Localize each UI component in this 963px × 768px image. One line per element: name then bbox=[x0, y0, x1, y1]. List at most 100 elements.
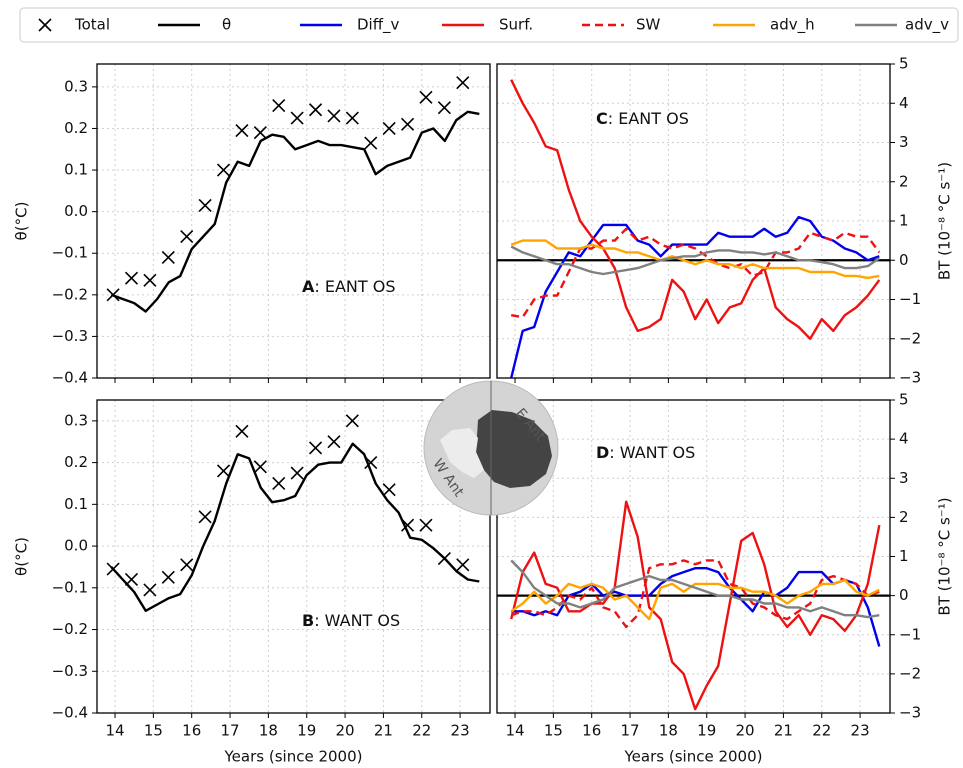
y-tick-label: 0.2 bbox=[64, 453, 88, 471]
total-marker bbox=[235, 123, 249, 138]
y-axis-label: BT (10⁻⁸ °C s⁻¹) bbox=[936, 162, 954, 280]
total-marker bbox=[308, 441, 323, 455]
axes-frame bbox=[96, 63, 491, 379]
x-tick-label: 16 bbox=[582, 722, 601, 740]
panel-region: : EANT OS bbox=[314, 277, 395, 296]
panel-annotation: C: EANT OS bbox=[596, 109, 689, 128]
y-tick-label: 0.0 bbox=[64, 202, 88, 220]
x-tick-label: 14 bbox=[105, 722, 124, 740]
y-tick-label: −0.1 bbox=[52, 244, 88, 262]
y-axis-label: θ(°C) bbox=[13, 202, 31, 241]
x-tick-label: 19 bbox=[697, 722, 716, 740]
x-tick-label: 20 bbox=[336, 722, 355, 740]
total-marker bbox=[161, 570, 175, 584]
panel-letter: B bbox=[302, 611, 314, 630]
total-marker bbox=[180, 230, 194, 244]
y-tick-label: −0.3 bbox=[52, 327, 88, 345]
y-tick-label: −0.4 bbox=[52, 704, 88, 722]
y-tick-label: 0.3 bbox=[64, 411, 88, 429]
y-tick-label: 0 bbox=[899, 251, 909, 269]
west-antarctica bbox=[440, 428, 484, 478]
y-tick-label: 4 bbox=[899, 430, 909, 448]
panels: 0.30.20.10.0−0.1−0.2−0.3−0.4θ(°C)A: EANT… bbox=[13, 55, 954, 766]
y-tick-label: 0.1 bbox=[64, 495, 88, 513]
y-tick-label: 0.3 bbox=[64, 77, 88, 95]
x-tick-label: 17 bbox=[220, 722, 239, 740]
x-tick-label: 16 bbox=[182, 722, 201, 740]
total-marker bbox=[456, 76, 470, 90]
total-marker bbox=[401, 117, 415, 131]
series-line bbox=[510, 559, 880, 629]
y-tick-label: −0.2 bbox=[52, 285, 88, 303]
axes-frame bbox=[96, 399, 491, 714]
x-axis-label: Years (since 2000) bbox=[624, 748, 763, 766]
plot-area bbox=[497, 500, 890, 711]
series-line bbox=[511, 567, 881, 647]
panel-annotation: B: WANT OS bbox=[302, 611, 400, 630]
total-marker bbox=[290, 111, 304, 125]
y-tick-label: −0.4 bbox=[52, 369, 88, 387]
x-tick-label: 18 bbox=[259, 722, 278, 740]
y-tick-label: 2 bbox=[899, 508, 909, 526]
series-line bbox=[510, 500, 881, 711]
series-line bbox=[510, 215, 880, 378]
y-tick-label: −1 bbox=[899, 625, 921, 643]
series-line bbox=[510, 79, 881, 340]
total-marker bbox=[235, 424, 249, 438]
total-marker bbox=[382, 483, 396, 497]
legend-label: θ bbox=[222, 16, 231, 34]
y-tick-label: 0 bbox=[899, 586, 909, 604]
total-marker bbox=[345, 414, 359, 428]
x-tick-label: 23 bbox=[451, 722, 470, 740]
legend-label: adv_h bbox=[770, 16, 815, 35]
legend-label: SW bbox=[636, 16, 661, 34]
total-marker bbox=[290, 466, 304, 480]
total-marker bbox=[272, 99, 286, 113]
y-tick-label: 1 bbox=[899, 547, 909, 565]
x-tick-label: 21 bbox=[774, 722, 793, 740]
panel-annotation: A: EANT OS bbox=[302, 277, 396, 296]
y-tick-label: −2 bbox=[899, 664, 921, 682]
y-tick-label: 5 bbox=[899, 55, 909, 73]
y-tick-label: −0.2 bbox=[52, 620, 88, 638]
legend: Total θ Diff_v Surf. SW adv_h adv_v bbox=[38, 16, 949, 35]
total-marker bbox=[345, 111, 359, 125]
y-tick-label: −3 bbox=[899, 704, 921, 722]
plot-area bbox=[106, 76, 480, 313]
total-marker bbox=[437, 101, 451, 115]
panel-letter: A bbox=[302, 277, 315, 296]
y-tick-label: 0.1 bbox=[64, 161, 88, 179]
legend-box bbox=[19, 7, 959, 43]
y-tick-label: −0.3 bbox=[52, 662, 88, 680]
legend-marker bbox=[38, 18, 52, 32]
total-marker bbox=[216, 464, 231, 478]
panel-letter: C bbox=[596, 109, 608, 128]
series-line bbox=[110, 110, 480, 313]
axes-frame bbox=[496, 63, 891, 379]
x-tick-label: 20 bbox=[736, 722, 755, 740]
plot-area bbox=[106, 414, 480, 612]
y-tick-label: 4 bbox=[899, 94, 909, 112]
y-axis-label: θ(°C) bbox=[13, 537, 31, 576]
total-marker bbox=[216, 163, 231, 177]
x-tick-label: 17 bbox=[620, 722, 639, 740]
axes-frame bbox=[496, 399, 891, 714]
total-marker bbox=[272, 476, 286, 491]
series-line bbox=[510, 578, 880, 621]
y-tick-label: −3 bbox=[899, 369, 921, 387]
series-line bbox=[510, 245, 880, 276]
y-axis-label: BT (10⁻⁸ °C s⁻¹) bbox=[936, 497, 954, 615]
total-marker bbox=[198, 198, 212, 212]
total-marker bbox=[143, 273, 157, 287]
panel: 0.3 0.2 0.1 0.0 −0.1 −0.2 −0.3 −0.4 θ(°C) A: EANT… bbox=[13, 63, 491, 387]
y-tick-label: 0.2 bbox=[64, 119, 88, 137]
legend-label: Diff_v bbox=[357, 16, 400, 35]
panel-region: : WANT OS bbox=[609, 443, 695, 462]
east-antarctica bbox=[476, 410, 552, 488]
x-tick-label: 22 bbox=[412, 722, 431, 740]
total-marker bbox=[180, 558, 194, 572]
y-tick-label: 1 bbox=[899, 212, 909, 230]
panel-region: : EANT OS bbox=[608, 109, 689, 128]
total-marker bbox=[327, 435, 341, 449]
